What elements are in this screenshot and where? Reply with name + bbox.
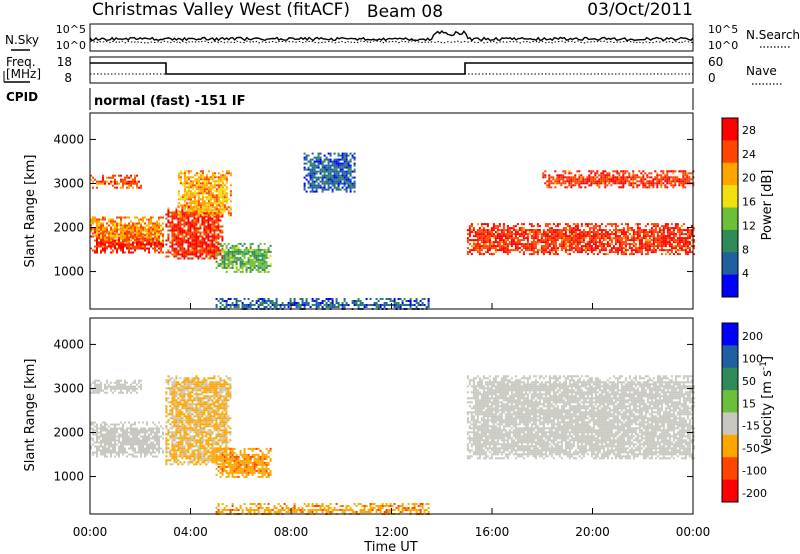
power-ytick-label: 1000 (53, 265, 84, 279)
power-colorbar-swatch (722, 229, 738, 253)
freq-y-right-bottom: 0 (708, 71, 716, 85)
power-ytick-label: 2000 (53, 221, 84, 235)
noise-y-top: 10^5 (56, 23, 86, 36)
velocity-colorbar: 200 100 50 15 -15 -50 -100 -200 (721, 322, 767, 503)
noise-search-line (89, 40, 694, 44)
power-colorbar-tick: 16 (742, 196, 756, 209)
power-ytick-label: 4000 (53, 132, 84, 146)
freq-y-bottom: 8 (64, 71, 72, 85)
velocity-region (215, 447, 272, 478)
power-ylabel: Slant Range [km] (23, 155, 38, 268)
velocity-colorbar-tick: 200 (742, 330, 763, 343)
velocity-colorbar-tick: -15 (742, 420, 760, 433)
x-tick-label: 00:00 (73, 525, 108, 539)
noise-search-label: N.Search (746, 28, 800, 42)
velocity-colorbar-tick: -50 (742, 442, 760, 455)
velocity-colorbar-swatch (722, 457, 738, 481)
site-title: Christmas Valley West (fitACF) (92, 0, 350, 20)
velocity-colorbar-label: Velocity [m s-1] (759, 356, 775, 454)
velocity-colorbar-swatch (722, 434, 738, 458)
x-tick-label: 16:00 (475, 525, 510, 539)
velocity-region (165, 375, 232, 466)
power-colorbar-label: Power [dB] (760, 170, 775, 241)
velocity-ytick-label: 2000 (53, 426, 84, 440)
velocity-ytick-label: 1000 (53, 470, 84, 484)
power-region (177, 170, 232, 217)
noise-y-bottom: 10^0 (56, 39, 86, 52)
power-colorbar-swatch (722, 185, 738, 208)
x-tick-label: 20:00 (575, 525, 610, 539)
velocity-ylabel: Slant Range [km] (23, 359, 38, 472)
cpid-text: normal (fast) -151 IF (94, 94, 245, 109)
power-colorbar-tick: 4 (742, 267, 749, 280)
velocity-colorbar-tick: 15 (742, 397, 756, 410)
freq-y-top: 18 (57, 55, 72, 69)
velocity-colorbar-swatch (722, 367, 738, 391)
x-axis: 00:00 04:00 08:00 12:00 16:00 20:00 00:00 (73, 303, 711, 539)
velocity-panel: 1000 2000 3000 4000 Slant Range [km] 200 100… (23, 317, 775, 515)
velocity-colorbar-tick: -200 (742, 487, 767, 500)
velocity-colorbar-swatch (722, 479, 738, 503)
velocity-colorbar-tick: -100 (742, 464, 767, 477)
noise-sky-line (89, 29, 694, 42)
power-heatmap (90, 152, 695, 310)
power-panel: 1000 2000 3000 4000 Slant Range [km] 4 8 12 16… (23, 112, 775, 310)
power-region (90, 216, 164, 243)
velocity-colorbar-swatch (722, 390, 738, 413)
power-colorbar-swatch (722, 207, 738, 231)
velocity-colorbar-tick: 50 (742, 375, 756, 388)
x-tick-label: 12:00 (374, 525, 409, 539)
noise-y-right-bottom: 10^0 (708, 39, 738, 52)
velocity-region (90, 379, 142, 394)
velocity-heatmap (90, 375, 695, 515)
power-region (466, 223, 695, 256)
power-colorbar-tick: 12 (742, 219, 756, 232)
freq-y-right-top: 60 (708, 55, 723, 69)
power-colorbar-tick: 8 (742, 243, 749, 256)
freq-label-line2: [MHz] (6, 67, 41, 81)
x-tick-label: 08:00 (274, 525, 309, 539)
power-colorbar-tick: 28 (742, 124, 756, 137)
freq-line (90, 62, 693, 75)
noise-y-right-top: 10^5 (708, 23, 738, 36)
freq-label-line1: Freq. (6, 55, 36, 69)
x-axis-label: Time UT (363, 540, 417, 554)
power-ytick-label: 3000 (53, 176, 84, 190)
power-region (303, 152, 356, 193)
power-colorbar: 4 8 12 16 20 24 28 (721, 117, 756, 298)
velocity-region (466, 375, 695, 460)
velocity-ytick-label: 4000 (53, 337, 84, 351)
velocity-region (90, 421, 164, 458)
cpid-label: CPID (6, 90, 38, 104)
nave-label: Nave (746, 64, 777, 78)
power-colorbar-swatch (722, 252, 738, 276)
noise-sky-label: N.Sky (5, 33, 39, 47)
power-colorbar-swatch (722, 118, 738, 141)
power-colorbar-tick: 20 (742, 172, 756, 185)
velocity-ytick-label: 3000 (53, 381, 84, 395)
date-label: 03/Oct/2011 (587, 0, 693, 20)
power-colorbar-swatch (722, 274, 738, 298)
velocity-colorbar-swatch (722, 345, 738, 369)
freq-panel: Freq. [MHz] 18 8 60 0 Nave (3, 55, 782, 85)
power-colorbar-swatch (722, 162, 738, 186)
power-region (215, 242, 272, 273)
velocity-colorbar-tick: 100 (742, 353, 763, 366)
noise-panel: N.Sky 10^5 10^0 10^5 10^0 N.Search (5, 23, 800, 52)
power-region (542, 170, 695, 189)
velocity-colorbar-swatch (722, 412, 738, 436)
power-region (90, 174, 142, 189)
x-tick-label: 04:00 (173, 525, 208, 539)
cpid-panel: CPID normal (fast) -151 IF (6, 88, 694, 110)
power-region (215, 298, 430, 310)
power-colorbar-swatch (722, 140, 738, 164)
power-colorbar-tick: 24 (742, 148, 756, 161)
velocity-colorbar-swatch (722, 323, 738, 346)
beam-label: Beam 08 (367, 2, 443, 22)
x-tick-label: 00:00 (676, 525, 711, 539)
